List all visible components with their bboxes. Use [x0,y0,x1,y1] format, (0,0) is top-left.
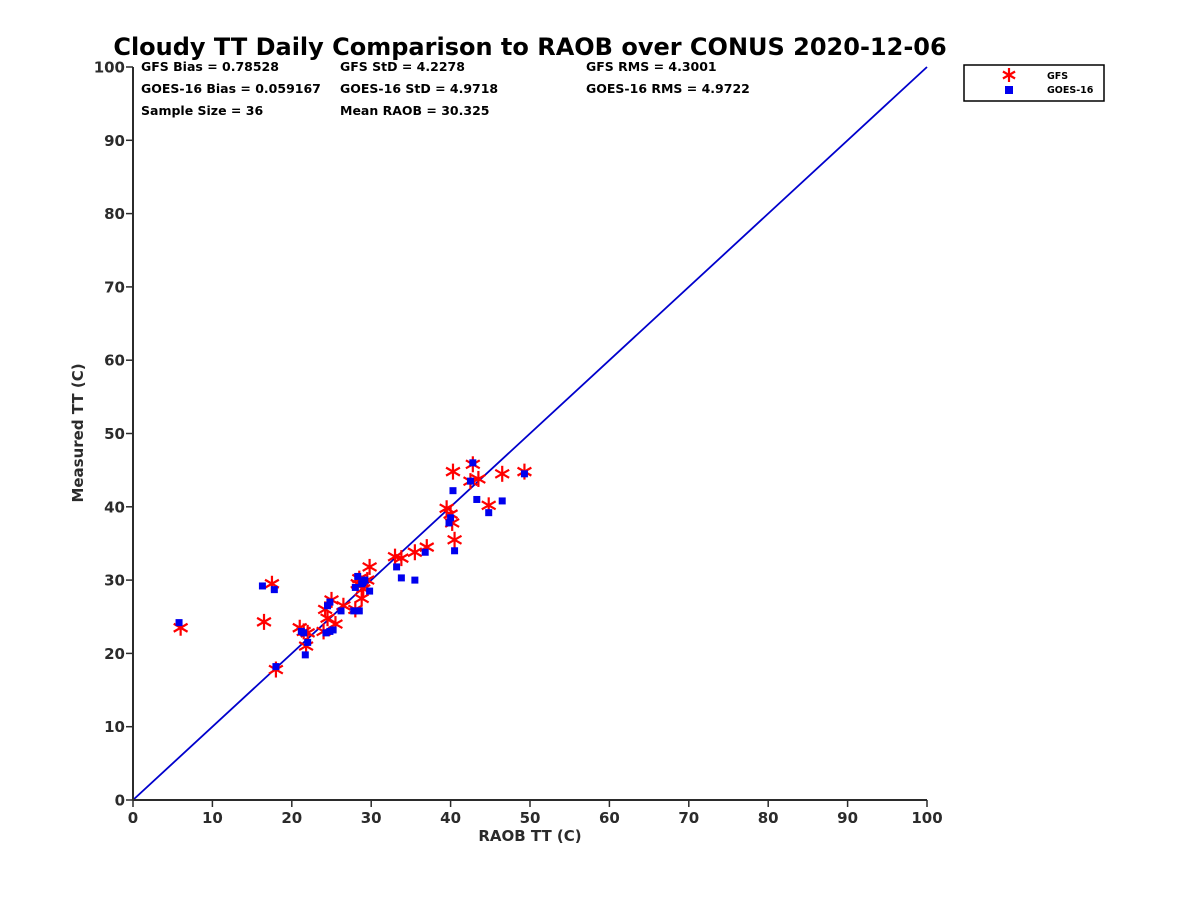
stat-gfs-bias: GFS Bias = 0.78528 [141,59,279,74]
goes16-data-point [397,574,405,582]
legend-gfs-asterisk-icon [1002,68,1016,82]
goes16-data-point [520,470,528,478]
goes16-data-point [449,487,457,495]
y-tick-label: 90 [104,132,125,150]
x-tick-label: 70 [678,809,699,827]
goes16-data-point [466,477,474,485]
goes16-data-point [304,638,312,646]
x-tick-label: 80 [758,809,779,827]
x-tick-label: 60 [599,809,620,827]
y-tick-label: 40 [104,498,125,516]
x-tick-label: 30 [361,809,382,827]
goes16-data-point [359,578,367,586]
y-tick-label: 30 [104,572,125,590]
x-tick-label: 100 [911,809,942,827]
goes16-data-point [270,586,278,594]
stat-goes-rms: GOES-16 RMS = 4.9722 [586,81,750,96]
y-tick-label: 50 [104,425,125,443]
y-tick-label: 60 [104,352,125,370]
y-tick-label: 70 [104,278,125,296]
legend: GFS GOES-16 [963,64,1105,102]
gfs-data-point [447,531,463,548]
goes16-data-point [451,547,459,555]
x-tick-label: 0 [128,809,138,827]
gfs-data-point [362,558,378,575]
goes16-data-point [326,598,334,606]
x-axis-label: RAOB TT (C) [478,827,581,845]
gfs-data-point [393,550,409,567]
y-tick-label: 20 [104,645,125,663]
goes16-data-point [355,607,363,615]
goes16-data-point [258,582,266,590]
legend-box [963,64,1105,102]
goes16-data-point [393,563,401,571]
x-tick-label: 50 [520,809,541,827]
series-goes-16 [175,459,528,671]
goes16-data-point [351,583,359,591]
gfs-data-point [445,463,461,480]
stat-goes-bias: GOES-16 Bias = 0.059167 [141,81,321,96]
goes16-data-point [350,607,358,615]
goes16-data-point [337,607,345,615]
x-tick-label: 40 [440,809,461,827]
axes-layer: 0 10 20 30 40 50 60 70 80 90 100 0 10 20 30 40 50 60 70 80 9… [94,59,943,828]
gfs-data-point [407,544,423,561]
goes16-data-point [301,651,309,659]
goes16-data-point [498,497,506,505]
x-tick-label: 10 [202,809,223,827]
legend-gfs-asterisk [1002,68,1016,82]
goes16-data-point [445,519,453,527]
gfs-data-point [320,610,336,627]
legend-goes-label: GOES-16 [1047,85,1094,96]
x-tick-label: 90 [837,809,858,827]
gfs-data-point [256,613,272,630]
goes16-data-point [329,626,337,634]
goes16-data-point [411,576,419,584]
goes16-data-point [366,587,374,595]
series-gfs [173,456,532,678]
stat-gfs-rms: GFS RMS = 4.3001 [586,59,717,74]
legend-gfs-label: GFS [1047,71,1068,82]
legend-goes-square-icon [1005,86,1013,94]
stat-goes-std: GOES-16 StD = 4.9718 [340,81,498,96]
stat-sample-size: Sample Size = 36 [141,103,263,118]
one-to-one-line [132,66,928,801]
goes16-data-point [421,548,429,556]
goes16-data-point [175,619,183,627]
goes16-data-point [324,602,332,610]
goes16-data-point [354,572,362,580]
goes16-data-point [469,459,477,467]
goes16-data-point [322,629,330,637]
stat-mean-raob: Mean RAOB = 30.325 [340,103,489,118]
x-tick-label: 20 [281,809,302,827]
stats-block: GFS Bias = 0.78528 GFS StD = 4.2278 GFS … [141,59,750,118]
goes16-data-point [485,509,493,517]
goes16-data-point [447,514,455,522]
y-tick-label: 0 [115,792,125,810]
goes16-data-point [473,495,481,503]
y-tick-label: 100 [94,59,125,77]
goes16-data-point [300,629,308,637]
plot-area: 0 10 20 30 40 50 60 70 80 90 100 0 10 20 30 40 50 60 70 80 9… [94,59,943,828]
gfs-data-point [494,465,510,482]
stat-gfs-std: GFS StD = 4.2278 [340,59,465,74]
goes16-data-point [272,663,280,671]
chart-title: Cloudy TT Daily Comparison to RAOB over … [113,33,946,61]
reference-line-layer [132,66,928,801]
y-tick-label: 80 [104,205,125,223]
data-points-layer [173,456,532,678]
gfs-data-point [354,590,370,607]
y-axis-label: Measured TT (C) [69,363,87,502]
y-tick-label: 10 [104,718,125,736]
